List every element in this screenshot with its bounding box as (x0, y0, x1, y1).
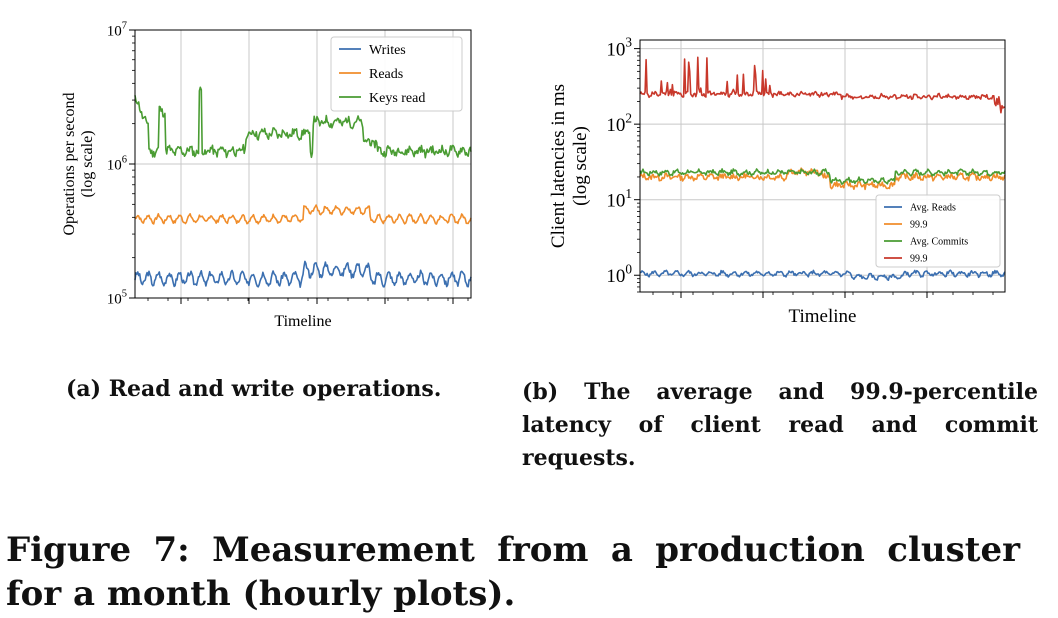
series-line-99-9 (639, 56, 1006, 114)
x-axis-label: Timeline (789, 306, 857, 327)
y-axis-label: Client latencies in ms (548, 84, 569, 248)
legend: Avg. Reads 99.9 Avg. Commits 99.9 (875, 194, 1001, 268)
series-line-keys-read (134, 86, 472, 159)
series-line-avg-commits (639, 168, 1006, 185)
y-tick-label: 105 (107, 289, 127, 308)
legend-box (330, 36, 463, 112)
legend-entry: Keys read (369, 91, 425, 106)
series-line-reads (134, 204, 472, 225)
legend-entry: Writes (369, 43, 406, 58)
series-line-writes (134, 260, 472, 288)
legend-entry: 99.9 (910, 220, 928, 231)
y-tick-label: 102 (606, 110, 632, 136)
y-tick-label: 107 (107, 21, 127, 40)
legend-box (875, 194, 1001, 268)
legend: Writes Reads Keys read (330, 36, 463, 112)
y-axis-label: (log scale) (79, 130, 96, 197)
legend-entry: Avg. Commits (910, 237, 968, 248)
y-tick-label: 101 (606, 186, 632, 212)
y-tick-label: 103 (606, 35, 632, 61)
y-tick-label: 100 (606, 261, 632, 287)
figure-caption: Figure 7: Measurement from a production … (6, 530, 1020, 614)
y-tick-label: 106 (107, 155, 127, 174)
legend-entry: Reads (369, 67, 403, 82)
legend-entry: Avg. Reads (910, 203, 956, 214)
chart-b: 100 101 102 103 Timeline Client latencies in … (548, 35, 1006, 327)
subcaption-a: (a) Read and write operations. (66, 376, 442, 402)
series-line-99-9 (639, 167, 1006, 191)
plot-frame (639, 39, 1006, 293)
chart-a: 105 106 107 Timeline Operations per second (l… (61, 21, 472, 330)
x-axis-label: Timeline (274, 313, 331, 330)
y-axis-label: (log scale) (570, 126, 591, 206)
series-line-avg-reads (639, 269, 1006, 281)
y-axis-label: Operations per second (61, 92, 78, 235)
legend-entry: 99.9 (910, 254, 928, 265)
subcaption-b: (b) The average and 99.9-percentile late… (522, 379, 1038, 471)
